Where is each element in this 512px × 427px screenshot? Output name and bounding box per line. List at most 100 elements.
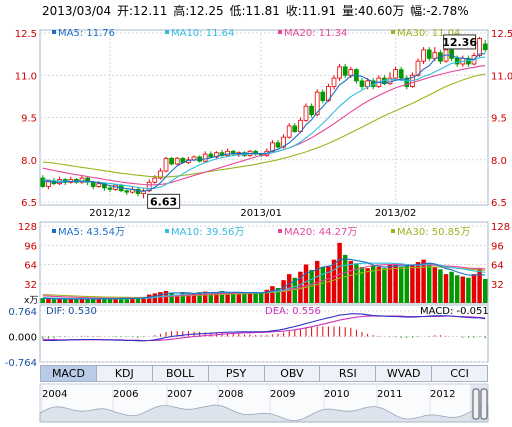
tab-macd[interactable]: MACD	[41, 366, 97, 381]
price-ma-legend-label: MA5: 11.76	[58, 28, 115, 39]
volume-bar	[230, 292, 236, 303]
volume-y-tick-left: 128	[18, 222, 37, 233]
navigator-year-label: 2011	[377, 389, 402, 400]
volume-y-tick-right: 96	[491, 241, 504, 252]
volume-bar	[410, 264, 415, 303]
volume-bar	[449, 271, 454, 303]
tab-psy[interactable]: PSY	[209, 366, 265, 381]
volume-bar	[62, 299, 68, 303]
volume-bar	[102, 298, 107, 303]
volume-bar	[236, 292, 242, 303]
price-ma-legend-swatch	[52, 30, 56, 34]
candle-body	[477, 38, 482, 56]
volume-bar	[169, 293, 174, 303]
candle-body	[398, 69, 404, 79]
volume-bar	[219, 290, 225, 303]
tab-boll[interactable]: BOLL	[153, 366, 209, 381]
volume-bar	[57, 298, 62, 303]
price-ma-legend-swatch	[278, 30, 282, 34]
candle-body	[454, 57, 460, 65]
volume-bar	[85, 298, 90, 303]
macd-value-label: MACD: -0.051	[420, 306, 489, 317]
volume-bar	[242, 293, 247, 303]
volume-bar	[354, 263, 359, 303]
price-y-tick-left: 6.5	[21, 198, 37, 209]
candle-body	[57, 179, 62, 185]
volume-bar	[326, 265, 331, 303]
candle-body	[90, 181, 96, 187]
volume-bar	[130, 298, 135, 303]
volume-bar	[438, 269, 443, 303]
candle-body	[359, 80, 365, 87]
price-y-tick-left: 12.5	[15, 29, 37, 40]
price-x-tick: 2013/01	[240, 208, 282, 219]
candle-body	[309, 105, 314, 116]
price-y-tick-left: 9.5	[21, 114, 37, 125]
candle-body	[331, 77, 337, 87]
header-volume: 量:40.60万	[341, 4, 405, 18]
header-high: 高:12.25	[173, 4, 224, 18]
candle-body	[208, 153, 214, 158]
candle-body	[152, 177, 158, 183]
navigator-year-label: 2012	[430, 389, 455, 400]
volume-bar	[180, 292, 186, 303]
price-annotation-box	[443, 34, 477, 50]
volume-bar	[141, 296, 146, 303]
price-x-tick: 2013/02	[375, 208, 417, 219]
volume-ma-legend-swatch	[278, 229, 282, 233]
candle-body	[286, 125, 292, 138]
volume-bar	[370, 265, 376, 303]
price-annotation-label: 6.63	[150, 195, 177, 208]
candle-body	[174, 157, 180, 165]
volume-y-tick-right: 32	[491, 280, 504, 291]
candle-body	[320, 91, 326, 102]
volume-bar	[202, 291, 208, 303]
price-ma20-line	[42, 65, 486, 186]
candle-body	[365, 80, 370, 87]
macd-dif-label: DIF: 0.530	[46, 306, 97, 317]
price-y-tick-left: 11.0	[15, 71, 37, 82]
volume-bar	[158, 292, 163, 303]
candle-body	[449, 49, 454, 59]
volume-ma-legend-swatch	[391, 229, 395, 233]
price-y-tick-right: 6.5	[491, 198, 507, 209]
volume-bar	[74, 299, 79, 303]
volume-bar	[426, 263, 432, 303]
volume-bar	[337, 242, 342, 303]
volume-bar	[46, 298, 51, 303]
volume-bar	[359, 266, 365, 303]
volume-ma-legend-label: MA5: 43.54万	[58, 227, 125, 238]
header-info: 2013/03/04 开:12.11 高:12.25 低:11.81 收:11.…	[42, 2, 471, 19]
volume-bar	[124, 298, 130, 303]
volume-bar	[303, 264, 309, 303]
volume-ma-legend-label: MA20: 44.27万	[284, 227, 357, 238]
tab-kdj[interactable]: KDJ	[97, 366, 153, 381]
navigator-year-label: 2004	[42, 389, 67, 400]
tab-obv[interactable]: OBV	[265, 366, 321, 381]
candle-body	[202, 153, 208, 162]
volume-bar	[96, 299, 102, 303]
volume-unit-label: x万	[24, 296, 38, 306]
candle-body	[191, 156, 197, 161]
tab-wvad[interactable]: WVAD	[376, 366, 433, 381]
volume-y-tick-right: 64	[491, 261, 504, 272]
volume-bar	[477, 268, 482, 303]
tab-rsi[interactable]: RSI	[320, 366, 377, 381]
tab-cci[interactable]: CCI	[450, 367, 469, 380]
price-ma-legend-label: MA30: 11.04	[397, 28, 460, 39]
volume-bar	[113, 299, 118, 303]
candle-body	[387, 77, 393, 85]
macd-y-tick: 0.764	[8, 307, 37, 318]
volume-ma-legend-swatch	[52, 229, 56, 233]
candle-body	[46, 180, 51, 187]
volume-bar	[208, 292, 214, 303]
volume-ma-legend-label: MA10: 39.56万	[171, 227, 244, 238]
macd-y-tick: 0.000	[8, 333, 37, 344]
volume-bar	[107, 298, 113, 303]
volume-bar	[264, 289, 270, 303]
volume-bar	[51, 299, 57, 303]
volume-bar	[135, 297, 141, 303]
volume-bar	[186, 292, 191, 303]
navigator-left-handle	[472, 388, 480, 420]
